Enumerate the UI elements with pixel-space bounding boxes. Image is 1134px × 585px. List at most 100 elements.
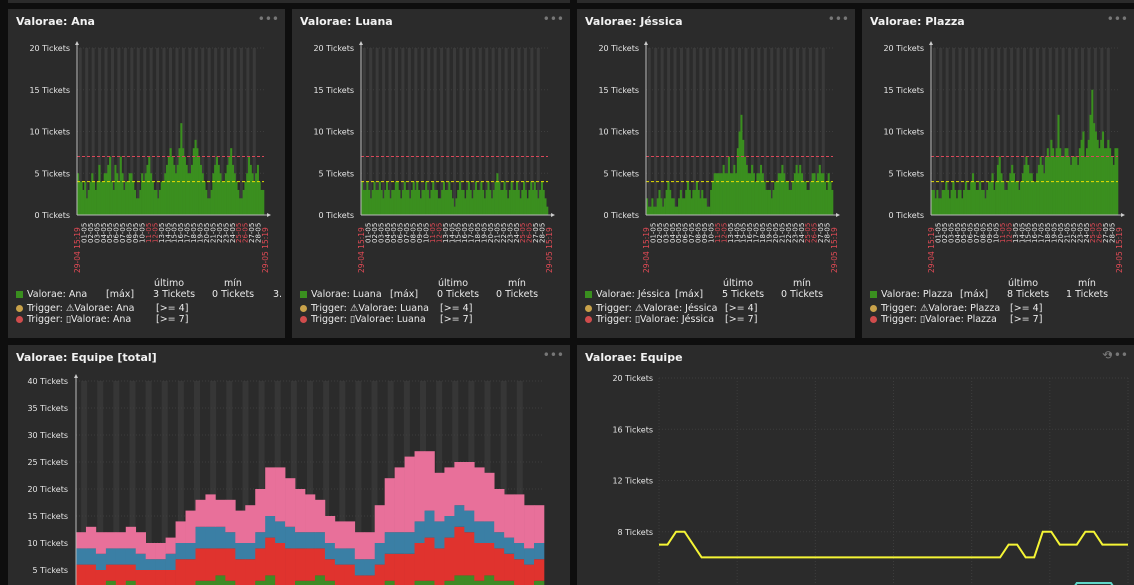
data-bar xyxy=(523,181,526,215)
data-bar xyxy=(255,173,258,215)
graph-panel-equipe-total: Valorae: Equipe [total] ••• 40 Tickets 35… xyxy=(8,345,570,585)
data-bar xyxy=(957,189,960,215)
data-bar xyxy=(1096,139,1099,215)
stack-segment xyxy=(344,521,356,549)
x-tick-start: 29-04 15:19 xyxy=(927,227,936,273)
data-bar xyxy=(1077,164,1080,215)
stack-segment xyxy=(474,580,485,585)
chart-svg: 20 Tickets 15 Tickets 10 Tickets 5 Tickets 0… xyxy=(313,41,555,273)
data-bar xyxy=(649,206,652,215)
more-dots-icon[interactable]: ••• xyxy=(827,12,849,26)
graph-panel-jessica: Valorae: Jéssica ••• 20 Tickets 15 Ticket… xyxy=(577,9,855,338)
stack-segment xyxy=(275,467,286,522)
x-tick-label: 25-05 xyxy=(519,223,527,243)
data-bar xyxy=(788,189,791,215)
data-bar xyxy=(262,189,265,215)
y-axis-arrow xyxy=(644,41,648,45)
data-bar xyxy=(670,198,674,215)
data-bar xyxy=(416,181,419,215)
more-dots-icon[interactable]: ••• xyxy=(542,12,564,26)
stack-segment xyxy=(414,543,425,581)
stack-segment xyxy=(494,489,505,533)
stack-segment xyxy=(185,510,196,543)
data-bar xyxy=(425,181,428,215)
data-bar xyxy=(1100,139,1103,215)
stack-segment xyxy=(205,526,216,549)
data-bar xyxy=(123,189,126,215)
data-bar xyxy=(251,173,254,215)
data-bar xyxy=(210,189,213,215)
grid-band xyxy=(98,48,102,215)
data-bar xyxy=(710,189,713,215)
data-bar xyxy=(825,189,828,215)
stack-segment xyxy=(494,532,505,549)
x-tick-label: 11-05 xyxy=(145,223,153,243)
data-bar xyxy=(936,189,939,215)
data-bar xyxy=(654,206,657,215)
more-dots-icon[interactable]: ••• xyxy=(1106,12,1128,26)
data-bar xyxy=(396,181,399,215)
stack-segment xyxy=(384,553,395,581)
data-bar xyxy=(160,181,163,215)
y-tick-label: 8 Tickets xyxy=(618,528,653,537)
grid-band xyxy=(1010,48,1014,215)
data-bar xyxy=(471,198,474,215)
data-bar xyxy=(110,181,113,215)
data-bar xyxy=(1034,181,1037,215)
x-tick-label: 26-05 xyxy=(1096,223,1104,243)
data-bar xyxy=(1023,164,1026,215)
stack-segment xyxy=(215,548,226,576)
data-bar xyxy=(740,114,743,215)
trigger-dot xyxy=(585,305,592,312)
y-tick-label: 5 Tickets xyxy=(35,169,70,178)
grid-band xyxy=(472,48,476,215)
data-bar xyxy=(439,198,442,215)
data-bar xyxy=(91,173,94,215)
x-tick-label: 04-05 xyxy=(954,223,962,243)
data-bar xyxy=(931,189,934,215)
x-tick-label: 04-05 xyxy=(384,223,392,243)
history-icon[interactable]: ⟲ xyxy=(1101,348,1112,362)
x-tick-label: 20-05 xyxy=(1057,223,1065,243)
data-bar xyxy=(112,189,115,215)
data-bar xyxy=(722,164,725,215)
graph-legend: último mín Valorae: Luana [máx] 0 Ticket… xyxy=(300,278,568,328)
data-bar xyxy=(514,189,517,215)
legend-trigger-label: Trigger: ▯Valorae: Jéssica xyxy=(596,314,715,325)
stack-segment xyxy=(364,559,376,576)
data-bar xyxy=(84,181,87,215)
y-tick-label: 20 Tickets xyxy=(313,44,354,53)
data-bar xyxy=(1103,148,1106,215)
x-tick-label: 18-05 xyxy=(1044,223,1052,243)
y-tick-label: 5 Tickets xyxy=(889,169,924,178)
more-dots-icon[interactable]: ••• xyxy=(1106,348,1128,362)
data-bar xyxy=(1084,156,1087,215)
legend-item-label: Valorae: Plazza xyxy=(881,289,953,300)
data-bar xyxy=(792,181,795,215)
data-bar xyxy=(89,181,92,215)
data-bar xyxy=(996,164,999,215)
data-bar xyxy=(485,189,488,215)
data-bar xyxy=(1011,164,1014,215)
data-bar xyxy=(162,181,165,215)
data-bar xyxy=(403,181,406,215)
x-tick-label: 14-05 xyxy=(733,223,741,243)
data-bar xyxy=(96,181,99,215)
grid-band xyxy=(997,48,1001,215)
x-tick-label: 10-05 xyxy=(707,223,715,243)
x-tick-label: 14-05 xyxy=(1018,223,1026,243)
data-bar xyxy=(697,189,700,215)
more-dots-icon[interactable]: ••• xyxy=(542,348,564,362)
x-axis-arrow xyxy=(836,213,840,217)
data-bar xyxy=(223,181,226,215)
grid-band xyxy=(750,48,754,215)
legend-trigger-value: [>= 4] xyxy=(440,303,473,314)
data-bar xyxy=(704,198,707,215)
legend-trigger-label: Trigger: ⚠Valorae: Plazza xyxy=(881,303,1001,314)
data-bar xyxy=(779,173,782,215)
x-tick-label: 19-05 xyxy=(197,223,205,243)
more-dots-icon[interactable]: ••• xyxy=(257,12,279,26)
data-bar xyxy=(155,189,158,215)
stack-segment xyxy=(534,559,545,581)
data-bar xyxy=(455,198,458,215)
